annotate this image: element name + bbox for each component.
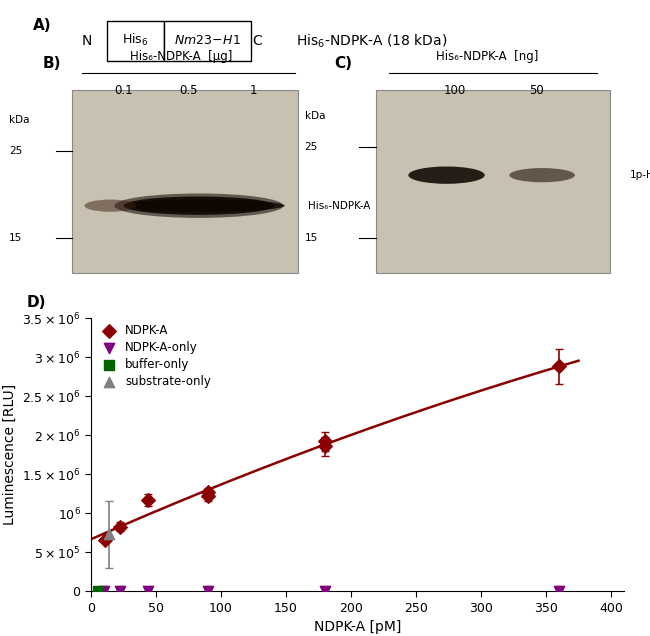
Y-axis label: Luminescence [RLU]: Luminescence [RLU] <box>3 384 17 525</box>
NDPK-A-only <box>143 586 153 597</box>
NDPK-A-only <box>203 586 213 597</box>
Ellipse shape <box>114 193 283 218</box>
NDPK-A-only <box>99 586 109 597</box>
NDPK-A-only <box>114 586 125 597</box>
NDPK-A <box>320 436 330 446</box>
NDPK-A-only <box>554 586 564 597</box>
Text: B): B) <box>43 57 61 71</box>
Text: 25: 25 <box>305 142 318 151</box>
substrate-only <box>104 529 114 539</box>
NDPK-A-only <box>320 586 330 597</box>
Text: A): A) <box>32 18 51 34</box>
Text: His₆-NDPK-A  [μg]: His₆-NDPK-A [μg] <box>129 50 232 63</box>
NDPK-A <box>114 522 125 532</box>
Text: 15: 15 <box>305 233 318 243</box>
Text: 50: 50 <box>529 83 544 97</box>
Ellipse shape <box>408 167 485 184</box>
NDPK-A <box>100 535 110 545</box>
X-axis label: NDPK-A [pM]: NDPK-A [pM] <box>314 621 401 635</box>
Text: His₆-NDPK-A: His₆-NDPK-A <box>308 201 370 211</box>
Ellipse shape <box>124 197 274 215</box>
Text: 15: 15 <box>9 233 22 243</box>
NDPK-A <box>143 495 153 505</box>
Text: C: C <box>252 34 261 48</box>
Text: D): D) <box>27 295 47 310</box>
FancyBboxPatch shape <box>72 90 298 273</box>
Text: 1p-His₆-NDPK-A: 1p-His₆-NDPK-A <box>629 170 650 180</box>
Text: C): C) <box>335 57 352 71</box>
NDPK-A <box>320 441 330 451</box>
FancyBboxPatch shape <box>107 21 164 62</box>
FancyBboxPatch shape <box>376 90 610 273</box>
Text: His$_6$: His$_6$ <box>122 32 149 48</box>
Text: $\mathit{Nm23\!-\!H1}$: $\mathit{Nm23\!-\!H1}$ <box>174 34 241 46</box>
Ellipse shape <box>124 200 285 212</box>
Ellipse shape <box>510 168 575 183</box>
Text: kDa: kDa <box>305 111 325 121</box>
Text: 100: 100 <box>443 83 466 97</box>
Text: 1: 1 <box>250 83 257 97</box>
buffer-only <box>92 586 103 597</box>
Ellipse shape <box>84 200 136 212</box>
Text: His$_6$-NDPK-A (18 kDa): His$_6$-NDPK-A (18 kDa) <box>296 32 447 50</box>
NDPK-A <box>203 491 213 501</box>
NDPK-A <box>203 487 213 497</box>
Legend: NDPK-A, NDPK-A-only, buffer-only, substrate-only: NDPK-A, NDPK-A-only, buffer-only, substr… <box>97 324 211 389</box>
Text: 0.5: 0.5 <box>179 83 198 97</box>
Text: 25: 25 <box>9 146 22 156</box>
Text: N: N <box>81 34 92 48</box>
FancyBboxPatch shape <box>164 21 251 62</box>
Text: kDa: kDa <box>9 115 30 125</box>
Text: 0.1: 0.1 <box>114 83 133 97</box>
NDPK-A <box>554 361 564 371</box>
Text: His₆-NDPK-A  [ng]: His₆-NDPK-A [ng] <box>436 50 539 63</box>
